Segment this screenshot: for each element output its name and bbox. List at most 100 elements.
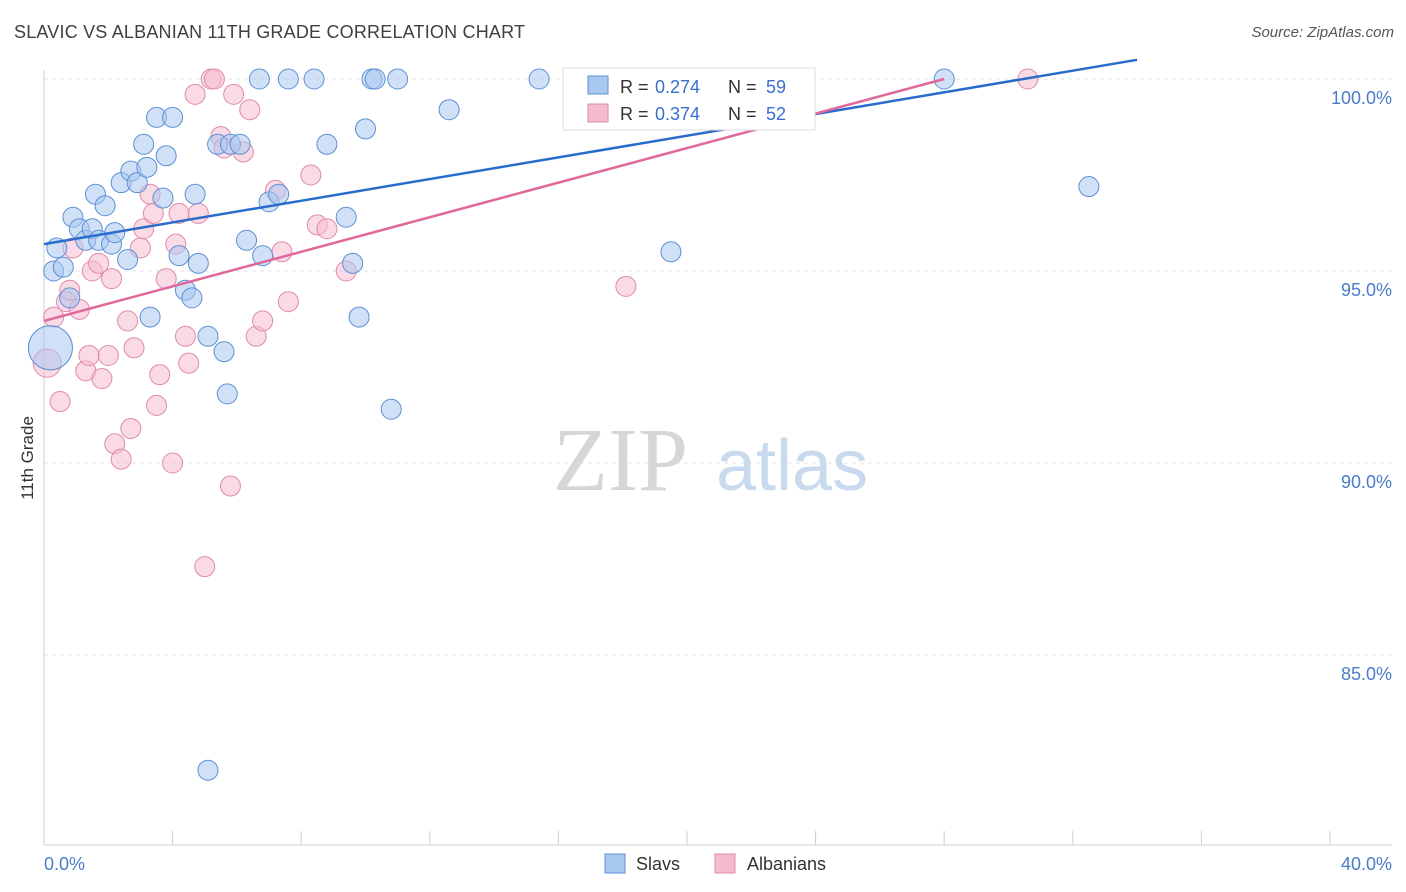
x-tick-label-1: 40.0% <box>1341 854 1392 874</box>
watermark-atlas: atlas <box>716 426 868 506</box>
slavs-point-24 <box>162 106 184 128</box>
bottom-legend-label-slavs: Slavs <box>636 854 680 874</box>
albanians-point-23 <box>146 394 168 416</box>
legend-n-label-albanians: N = <box>728 104 757 124</box>
slavs-point-25 <box>168 245 190 267</box>
slavs-point-42 <box>303 68 325 90</box>
albanians-point-43 <box>252 310 274 332</box>
legend-r-label-albanians: R = <box>620 104 649 124</box>
albanians-point-50 <box>615 275 637 297</box>
slavs-point-0 <box>27 325 73 371</box>
y-tick-label-3: 85.0% <box>1341 664 1392 684</box>
legend-n-value-albanians: 52 <box>766 104 786 124</box>
slavs-point-29 <box>187 252 209 274</box>
watermark-zip: ZIP <box>553 411 688 510</box>
slavs-point-30 <box>197 325 219 347</box>
legend-swatch-slavs <box>587 75 609 95</box>
slavs-point-11 <box>94 195 116 217</box>
legend-r-value-slavs: 0.274 <box>655 77 700 97</box>
albanians-point-31 <box>184 83 206 105</box>
slavs-point-46 <box>348 306 370 328</box>
albanians-point-15 <box>110 448 132 470</box>
bottom-legend-swatch-slavs <box>604 853 626 874</box>
albanians-point-26 <box>162 452 184 474</box>
slavs-series <box>27 68 1100 781</box>
slavs-point-43 <box>316 133 338 155</box>
bottom-legend-swatch-albanians <box>714 853 736 874</box>
slavs-point-44 <box>335 206 357 228</box>
y-tick-labels: 100.0% 95.0% 90.0% 85.0% <box>1331 88 1392 684</box>
slavs-point-45 <box>342 252 364 274</box>
slavs-trend-line <box>43 58 1138 246</box>
albanians-point-2 <box>49 391 71 413</box>
watermark: ZIP atlas <box>553 411 868 510</box>
slavs-point-47 <box>355 118 376 140</box>
gridlines <box>44 78 1392 656</box>
y-axis-label: 11th Grade <box>18 416 37 500</box>
slavs-point-54 <box>660 241 682 263</box>
axes <box>43 70 1392 846</box>
albanians-point-38 <box>219 475 241 497</box>
slavs-point-28 <box>184 183 206 205</box>
albanians-point-49 <box>316 218 338 240</box>
stats-legend: R = 0.274 N = 59 R = 0.374 N = 52 <box>562 67 816 131</box>
slavs-point-3 <box>52 256 74 278</box>
slavs-point-52 <box>438 99 460 121</box>
series-legend: Slavs Albanians <box>604 853 826 874</box>
albanians-point-18 <box>123 337 145 359</box>
slavs-point-27 <box>181 287 203 309</box>
albanians-point-46 <box>277 291 299 313</box>
albanians-point-11 <box>91 368 113 390</box>
slavs-point-19 <box>136 156 158 178</box>
slavs-point-23 <box>152 187 174 209</box>
x-tick-label-0: 0.0% <box>44 854 85 874</box>
albanians-point-35 <box>203 68 225 90</box>
slavs-point-18 <box>133 133 155 155</box>
albanians-point-30 <box>178 352 200 374</box>
albanians-point-17 <box>120 417 142 439</box>
y-tick-label-1: 95.0% <box>1341 280 1392 300</box>
slavs-point-50 <box>380 398 402 420</box>
slavs-point-57 <box>1078 176 1100 198</box>
albanians-point-24 <box>149 364 171 386</box>
slavs-point-35 <box>229 133 251 155</box>
slavs-point-32 <box>213 341 235 363</box>
legend-n-value-slavs: 59 <box>766 77 786 97</box>
albanians-point-13 <box>101 268 123 290</box>
slavs-point-4 <box>59 287 81 309</box>
slavs-point-20 <box>139 306 161 328</box>
x-tick-labels: 0.0% 40.0% <box>44 854 1392 874</box>
slavs-point-33 <box>216 383 238 405</box>
slavs-point-15 <box>117 248 139 270</box>
slavs-point-36 <box>236 229 258 251</box>
slavs-point-40 <box>268 183 290 205</box>
chart-title: SLAVIC VS ALBANIAN 11TH GRADE CORRELATIO… <box>14 22 526 42</box>
albanians-point-10 <box>88 252 110 274</box>
slavs-point-53 <box>528 68 550 90</box>
slavs-point-17 <box>126 172 148 194</box>
albanians-point-8 <box>78 344 100 366</box>
slavs-point-22 <box>155 145 177 167</box>
legend-r-label-slavs: R = <box>620 77 649 97</box>
albanians-point-39 <box>223 83 245 105</box>
albanians-point-29 <box>174 325 196 347</box>
albanians-point-22 <box>142 202 164 224</box>
albanians-point-33 <box>194 556 216 578</box>
slavs-point-58 <box>197 759 219 781</box>
legend-n-label-slavs: N = <box>728 77 757 97</box>
legend-r-value-albanians: 0.374 <box>655 104 700 124</box>
y-tick-label-0: 100.0% <box>1331 88 1392 108</box>
albanians-point-47 <box>300 164 322 186</box>
albanians-series <box>32 68 1039 578</box>
y-tick-label-2: 90.0% <box>1341 472 1392 492</box>
albanians-point-16 <box>117 310 139 332</box>
source-credit: Source: ZipAtlas.com <box>1251 24 1394 41</box>
albanians-point-41 <box>239 99 261 121</box>
legend-swatch-albanians <box>587 103 609 123</box>
albanians-point-12 <box>97 344 119 366</box>
slavs-point-49 <box>364 68 386 90</box>
slavs-point-37 <box>248 68 270 90</box>
slavs-point-51 <box>387 68 409 90</box>
x-axis-ticks <box>43 831 1331 845</box>
bottom-legend-label-albanians: Albanians <box>747 854 826 874</box>
